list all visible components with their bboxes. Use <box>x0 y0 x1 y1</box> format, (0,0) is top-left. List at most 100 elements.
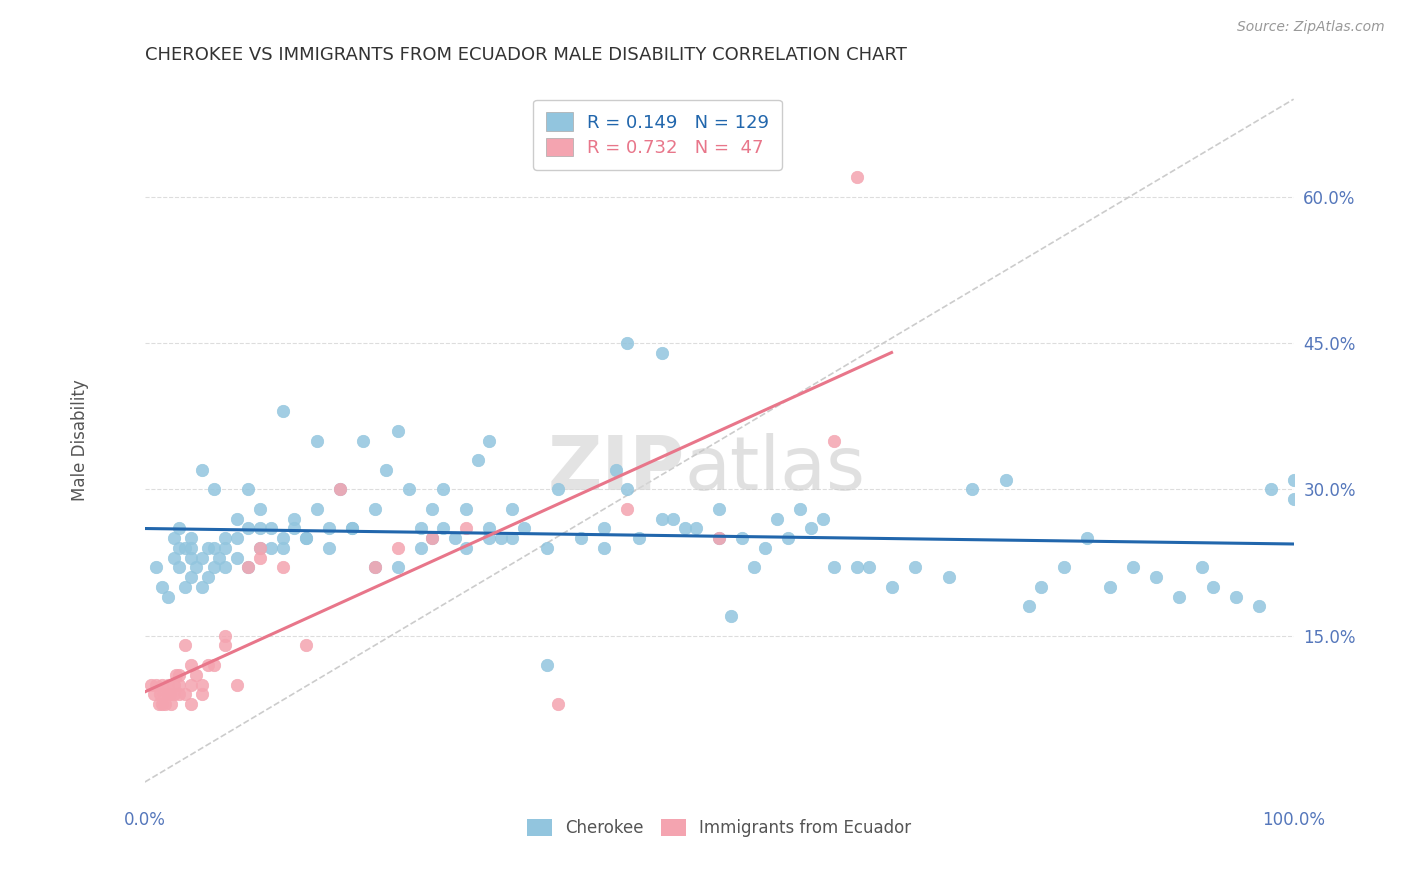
Point <box>995 473 1018 487</box>
Point <box>191 677 214 691</box>
Point <box>225 677 247 691</box>
Point <box>398 483 420 497</box>
Point <box>1076 531 1098 545</box>
Point <box>155 697 177 711</box>
Point <box>478 531 501 545</box>
Point <box>167 687 190 701</box>
Point <box>501 502 523 516</box>
Point <box>150 580 173 594</box>
Point <box>858 560 880 574</box>
Point <box>1144 570 1167 584</box>
Point <box>180 531 202 545</box>
Point <box>162 677 184 691</box>
Point <box>162 550 184 565</box>
Point <box>709 531 731 545</box>
Point <box>489 531 512 545</box>
Point <box>616 336 638 351</box>
Point <box>593 521 616 535</box>
Point <box>214 560 236 574</box>
Point <box>478 521 501 535</box>
Point <box>249 502 271 516</box>
Text: atlas: atlas <box>685 433 866 506</box>
Point <box>139 677 162 691</box>
Point <box>238 560 260 574</box>
Point <box>1122 560 1144 574</box>
Point <box>180 541 202 555</box>
Text: CHEROKEE VS IMMIGRANTS FROM ECUADOR MALE DISABILITY CORRELATION CHART: CHEROKEE VS IMMIGRANTS FROM ECUADOR MALE… <box>145 46 907 64</box>
Point <box>260 521 283 535</box>
Point <box>294 639 316 653</box>
Point <box>547 697 569 711</box>
Point <box>180 697 202 711</box>
Text: ZIP: ZIP <box>547 433 685 506</box>
Point <box>156 677 179 691</box>
Point <box>238 521 260 535</box>
Point <box>167 541 190 555</box>
Point <box>174 580 197 594</box>
Point <box>149 687 172 701</box>
Point <box>1098 580 1121 594</box>
Point <box>186 560 208 574</box>
Point <box>165 667 187 681</box>
Point <box>174 687 197 701</box>
Point <box>225 531 247 545</box>
Point <box>271 404 294 418</box>
Point <box>159 687 181 701</box>
Point <box>271 560 294 574</box>
Point <box>846 170 869 185</box>
Point <box>478 434 501 448</box>
Point <box>709 502 731 516</box>
Point <box>156 590 179 604</box>
Point <box>432 521 454 535</box>
Point <box>271 541 294 555</box>
Point <box>249 550 271 565</box>
Point <box>191 580 214 594</box>
Point <box>880 580 903 594</box>
Point <box>789 502 811 516</box>
Point <box>202 658 225 673</box>
Point <box>420 531 443 545</box>
Point <box>1167 590 1189 604</box>
Point <box>467 453 489 467</box>
Point <box>616 502 638 516</box>
Point <box>536 541 558 555</box>
Point <box>294 531 316 545</box>
Point <box>249 541 271 555</box>
Point <box>409 521 432 535</box>
Point <box>685 521 707 535</box>
Point <box>162 531 184 545</box>
Point <box>329 483 352 497</box>
Point <box>375 463 398 477</box>
Point <box>191 463 214 477</box>
Point <box>456 502 478 516</box>
Point <box>180 570 202 584</box>
Point <box>167 667 190 681</box>
Point <box>823 434 845 448</box>
Point <box>191 550 214 565</box>
Text: Source: ZipAtlas.com: Source: ZipAtlas.com <box>1237 20 1385 34</box>
Point <box>846 560 869 574</box>
Point <box>501 531 523 545</box>
Point <box>420 502 443 516</box>
Point <box>145 560 167 574</box>
Point <box>294 531 316 545</box>
Point <box>765 511 787 525</box>
Point <box>156 687 179 701</box>
Point <box>283 511 305 525</box>
Point <box>547 483 569 497</box>
Point <box>800 521 823 535</box>
Point <box>340 521 363 535</box>
Point <box>202 483 225 497</box>
Point <box>444 531 467 545</box>
Point <box>180 658 202 673</box>
Point <box>352 434 374 448</box>
Point <box>174 639 197 653</box>
Point <box>202 541 225 555</box>
Point <box>627 531 650 545</box>
Point <box>260 541 283 555</box>
Point <box>191 687 214 701</box>
Point <box>249 541 271 555</box>
Point <box>1282 473 1305 487</box>
Point <box>180 677 202 691</box>
Point <box>709 531 731 545</box>
